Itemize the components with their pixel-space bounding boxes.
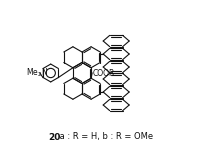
- Text: COOR: COOR: [93, 68, 115, 77]
- Text: Me$_2$N: Me$_2$N: [26, 66, 48, 79]
- Text: a : R = H, b : R = OMe: a : R = H, b : R = OMe: [57, 133, 153, 142]
- Text: 20: 20: [48, 133, 60, 142]
